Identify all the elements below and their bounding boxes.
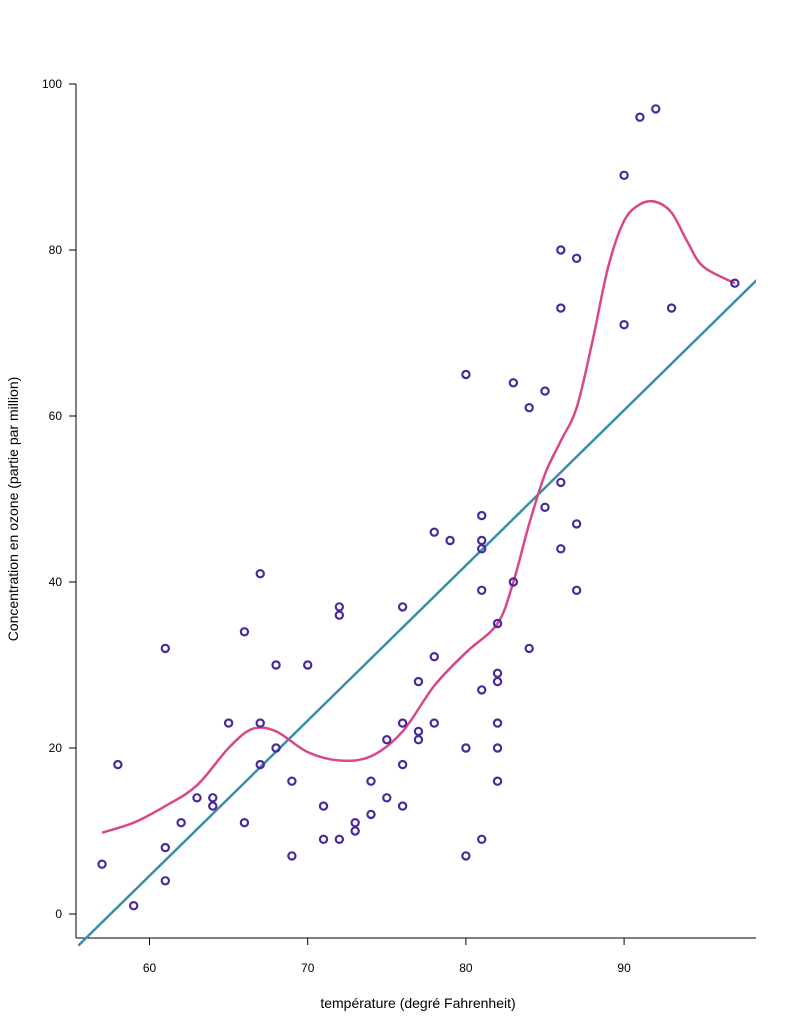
x-tick-label: 90 [617, 961, 631, 975]
data-point [350, 818, 360, 828]
data-point [397, 801, 408, 811]
data-point [730, 278, 740, 288]
data-point [318, 834, 329, 845]
data-point [429, 718, 439, 728]
data-point [176, 818, 186, 828]
data-point [429, 652, 439, 662]
data-point [556, 544, 566, 554]
data-points [97, 104, 740, 911]
regression-line [77, 279, 756, 947]
data-point [366, 776, 376, 786]
data-point [492, 776, 503, 786]
data-point [492, 676, 503, 687]
y-tick-label: 0 [55, 907, 62, 921]
data-point [477, 834, 487, 845]
data-point [366, 809, 376, 820]
x-tick-label: 80 [459, 961, 473, 975]
x-tick-label: 60 [143, 961, 157, 975]
data-point [540, 386, 550, 396]
data-point [160, 842, 171, 853]
data-point [619, 170, 629, 180]
data-point [619, 320, 629, 330]
y-tick-label: 100 [42, 77, 62, 91]
data-point [477, 685, 487, 695]
x-axis-title: température (degré Fahrenheit) [320, 995, 515, 1011]
data-point [382, 735, 392, 745]
data-point [239, 818, 250, 828]
data-point [540, 502, 550, 512]
data-point [524, 643, 534, 654]
data-point [477, 585, 487, 596]
data-point [571, 585, 582, 596]
data-point [651, 104, 661, 114]
x-tick-label: 70 [301, 961, 315, 975]
data-point [160, 876, 171, 886]
data-point [382, 793, 392, 803]
data-point [255, 759, 265, 770]
data-point [255, 569, 265, 579]
data-point [477, 544, 487, 554]
data-point [635, 112, 645, 122]
data-point [223, 718, 234, 728]
data-point [413, 726, 424, 737]
data-point [571, 519, 582, 529]
y-tick-label: 40 [49, 575, 63, 589]
axes [75, 84, 756, 939]
data-point [477, 535, 487, 546]
data-point [318, 801, 329, 811]
y-ticks: 0 20 40 60 80 100 [42, 77, 76, 921]
data-point [492, 668, 503, 679]
data-point [239, 627, 250, 637]
data-point [255, 718, 265, 728]
data-point [492, 718, 503, 728]
data-point [461, 851, 471, 861]
data-point [208, 801, 218, 811]
data-point [334, 610, 345, 620]
data-point [524, 403, 534, 413]
data-point [397, 602, 408, 612]
data-point [461, 369, 471, 380]
data-point [192, 793, 202, 803]
data-point [461, 743, 471, 753]
data-point [113, 759, 123, 770]
data-point [445, 535, 455, 546]
data-point [571, 253, 582, 263]
plot-area [77, 104, 756, 947]
y-tick-label: 20 [49, 741, 63, 755]
data-point [556, 245, 566, 255]
data-point [492, 743, 503, 753]
data-point [334, 834, 345, 845]
data-point [429, 527, 439, 537]
y-tick-label: 80 [49, 243, 63, 257]
data-point [413, 735, 424, 745]
data-point [128, 901, 139, 911]
data-point [97, 859, 107, 869]
data-point [160, 643, 171, 654]
data-point [492, 618, 503, 629]
data-point [287, 776, 297, 786]
data-point [556, 477, 566, 488]
data-point [271, 660, 281, 670]
data-point [334, 602, 345, 612]
data-point [397, 759, 408, 770]
data-point [556, 303, 566, 313]
data-point [287, 851, 297, 861]
data-point [303, 660, 313, 670]
y-axis-title: Concentration en ozone (partie par milli… [5, 377, 21, 642]
x-ticks: 60 70 80 90 [143, 938, 631, 975]
data-point [397, 718, 408, 728]
data-point [477, 510, 487, 521]
data-point [208, 793, 218, 803]
y-tick-label: 60 [49, 409, 63, 423]
data-point [271, 743, 281, 753]
data-point [413, 676, 424, 687]
data-point [350, 826, 360, 836]
data-point [508, 378, 519, 388]
data-point [508, 577, 519, 587]
smooth-curve [101, 199, 736, 834]
data-point [666, 303, 677, 313]
